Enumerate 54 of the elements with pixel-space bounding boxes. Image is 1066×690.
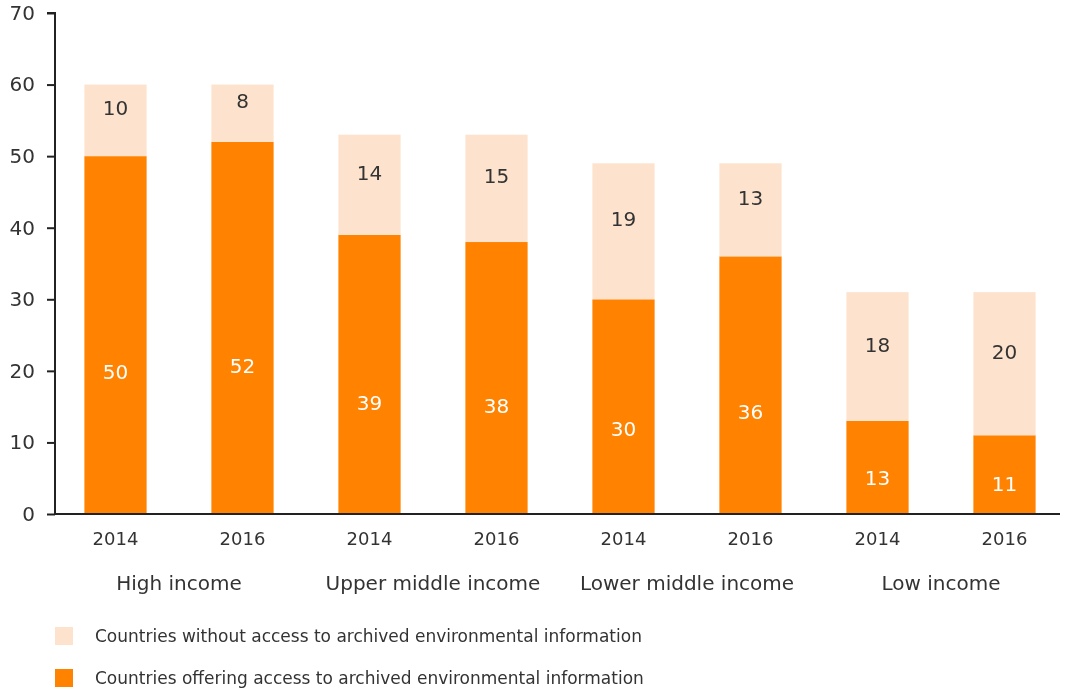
bar (465, 134, 528, 243)
data-label: 36 (737, 399, 764, 424)
bar (338, 234, 401, 514)
x-tick-label: 2016 (219, 527, 266, 549)
data-label: 18 (864, 332, 891, 357)
legend-label: Countries without access to archived environmental information (95, 626, 642, 646)
data-label: 10 (102, 96, 129, 121)
bar (973, 435, 1036, 514)
x-tick-label: 2016 (981, 527, 1028, 549)
bar (338, 134, 401, 235)
legend-label: Countries offering access to archived environmental information (95, 668, 644, 688)
x-tick-label: 2014 (92, 527, 139, 549)
y-tick-label: 40 (9, 215, 35, 240)
text: Low income (881, 571, 1001, 595)
data-label: 38 (483, 394, 510, 419)
text: Upper middle income (325, 571, 541, 595)
y-tick-label: 30 (9, 287, 35, 312)
data-label: 13 (864, 465, 891, 490)
x-tick-label: 2016 (727, 527, 774, 549)
data-label: 30 (610, 417, 637, 442)
bar (719, 256, 782, 514)
y-tick-label: 60 (9, 72, 35, 97)
bar (592, 163, 655, 300)
bar (465, 242, 528, 514)
y-tick-label: 10 (9, 430, 35, 455)
bar (846, 420, 909, 514)
data-label: 52 (229, 354, 256, 379)
y-tick-label: 20 (9, 358, 35, 383)
data-label: 20 (991, 339, 1018, 364)
bar (719, 163, 782, 257)
data-label: 14 (356, 160, 383, 185)
bar (211, 84, 274, 142)
data-label: 8 (236, 89, 249, 114)
data-label: 19 (610, 207, 637, 232)
data-label: 50 (102, 359, 129, 384)
data-label: 13 (737, 185, 764, 210)
x-tick-label: 2014 (600, 527, 647, 549)
data-label: 39 (356, 391, 383, 416)
bar (84, 84, 147, 157)
bar (973, 292, 1036, 436)
y-tick-label: 70 (9, 0, 35, 25)
x-tick-label: 2014 (346, 527, 393, 549)
x-tick-label: 2014 (854, 527, 901, 549)
bar (211, 141, 274, 514)
text: Lower middle income (579, 571, 795, 595)
y-tick-label: 50 (9, 144, 35, 169)
text: High income (116, 571, 242, 595)
bar (84, 156, 147, 514)
bar (592, 299, 655, 514)
x-tick-label: 2016 (473, 527, 520, 549)
bar (846, 292, 909, 421)
y-tick-label: 0 (22, 501, 35, 526)
data-label: 15 (483, 164, 510, 189)
data-label: 11 (991, 471, 1018, 496)
